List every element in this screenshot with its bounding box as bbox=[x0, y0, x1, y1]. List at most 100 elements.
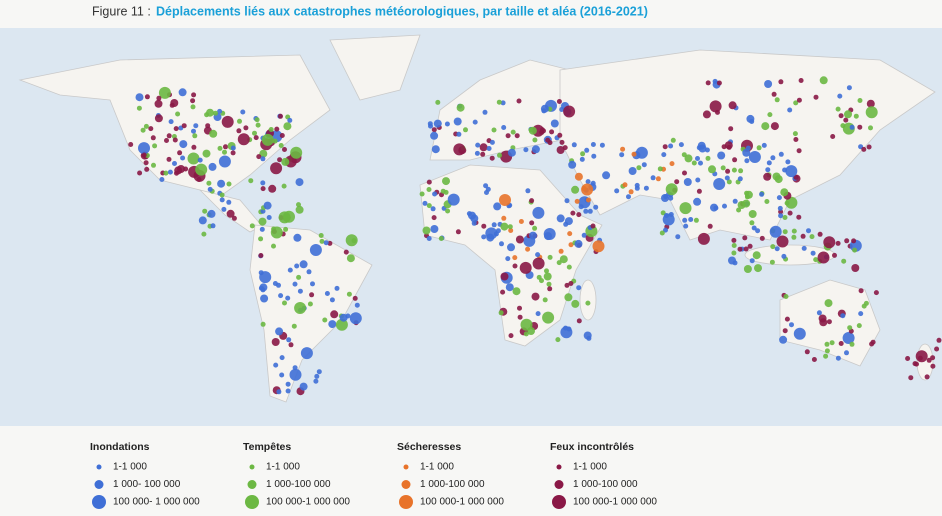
event-dot bbox=[309, 292, 315, 298]
event-dot bbox=[852, 247, 858, 253]
event-dot bbox=[195, 163, 208, 176]
event-dot bbox=[591, 153, 597, 159]
event-dot bbox=[824, 299, 833, 308]
event-dot bbox=[559, 255, 568, 264]
event-dot bbox=[209, 129, 218, 138]
event-dot bbox=[765, 167, 771, 173]
event-dot bbox=[779, 335, 788, 344]
event-dot bbox=[427, 121, 433, 127]
legend-heading: Feux incontrôlés bbox=[550, 441, 634, 453]
event-dot bbox=[592, 240, 605, 253]
event-dot bbox=[809, 234, 815, 240]
event-dot bbox=[426, 236, 432, 241]
legend-heading: Inondations bbox=[90, 441, 150, 453]
event-dot bbox=[826, 319, 832, 325]
event-dot bbox=[556, 214, 565, 223]
event-dot bbox=[849, 124, 855, 130]
event-dot bbox=[158, 86, 171, 99]
event-dot bbox=[818, 314, 827, 323]
event-dot bbox=[574, 198, 580, 204]
event-dot bbox=[581, 183, 594, 196]
event-dot bbox=[806, 228, 811, 234]
event-dot bbox=[924, 374, 930, 380]
event-dot bbox=[252, 130, 257, 136]
event-dot bbox=[285, 295, 291, 301]
event-dot bbox=[787, 107, 793, 113]
event-dot bbox=[546, 281, 552, 287]
event-dot bbox=[474, 150, 480, 156]
legend-symbol bbox=[403, 464, 409, 470]
event-dot bbox=[782, 229, 788, 235]
event-dot bbox=[201, 231, 207, 237]
event-dot bbox=[141, 152, 147, 158]
event-dot bbox=[547, 140, 553, 146]
event-dot bbox=[738, 168, 744, 174]
event-dot bbox=[237, 118, 242, 124]
event-dot bbox=[628, 167, 637, 175]
event-dot bbox=[150, 135, 156, 141]
event-dot bbox=[205, 123, 211, 129]
event-dot bbox=[323, 240, 329, 246]
event-dot bbox=[568, 281, 574, 286]
event-dot bbox=[435, 99, 441, 105]
event-dot bbox=[662, 213, 675, 226]
event-dot bbox=[816, 310, 822, 316]
event-dot bbox=[857, 124, 863, 130]
event-dot bbox=[764, 80, 773, 88]
event-dot bbox=[517, 314, 523, 320]
event-dot bbox=[643, 185, 649, 191]
event-dot bbox=[231, 215, 237, 221]
event-dot bbox=[260, 156, 266, 162]
event-dot bbox=[674, 179, 680, 185]
event-dot bbox=[742, 235, 748, 241]
legend-heading: Tempêtes bbox=[243, 441, 291, 453]
event-dot bbox=[556, 260, 562, 266]
event-dot bbox=[174, 166, 183, 175]
event-dot bbox=[283, 122, 292, 131]
event-dot bbox=[144, 166, 150, 172]
event-dot bbox=[783, 294, 789, 299]
event-dot bbox=[221, 206, 227, 212]
event-dot bbox=[590, 223, 596, 229]
event-dot bbox=[585, 300, 591, 306]
event-dot bbox=[491, 127, 497, 133]
event-dot bbox=[278, 113, 283, 119]
event-dot bbox=[501, 125, 507, 130]
legend-label: 100 000- 1 000 000 bbox=[113, 497, 200, 508]
event-dot bbox=[541, 128, 546, 134]
event-dot bbox=[307, 301, 313, 307]
event-dot bbox=[256, 154, 262, 160]
event-dot bbox=[702, 110, 711, 119]
event-dot bbox=[755, 228, 761, 234]
event-dot bbox=[512, 287, 521, 296]
event-dot bbox=[346, 291, 352, 297]
legend: Inondations 1-1 000 1 000- 100 000 100 000-… bbox=[90, 441, 657, 509]
event-dot bbox=[570, 210, 576, 216]
event-dot bbox=[866, 144, 872, 150]
event-dot bbox=[737, 176, 743, 182]
event-dot bbox=[177, 150, 183, 156]
event-dot bbox=[774, 97, 780, 103]
event-dot bbox=[517, 305, 522, 311]
event-dot bbox=[260, 294, 269, 303]
event-dot bbox=[491, 222, 497, 228]
event-dot bbox=[135, 93, 144, 102]
event-dot bbox=[236, 128, 242, 134]
event-dot bbox=[746, 114, 755, 123]
event-dot bbox=[281, 183, 287, 189]
event-dot bbox=[482, 109, 488, 115]
event-dot bbox=[279, 133, 285, 138]
event-dot bbox=[299, 382, 308, 391]
event-dot bbox=[683, 178, 692, 186]
event-dot bbox=[505, 133, 511, 139]
event-dot bbox=[523, 147, 529, 153]
event-dot bbox=[782, 215, 788, 220]
event-dot bbox=[285, 388, 291, 394]
event-dot bbox=[784, 316, 790, 322]
event-dot bbox=[847, 325, 853, 331]
event-dot bbox=[253, 135, 259, 141]
event-dot bbox=[508, 228, 514, 233]
event-dot bbox=[668, 143, 674, 149]
event-dot bbox=[243, 125, 249, 131]
event-dot bbox=[512, 255, 518, 261]
